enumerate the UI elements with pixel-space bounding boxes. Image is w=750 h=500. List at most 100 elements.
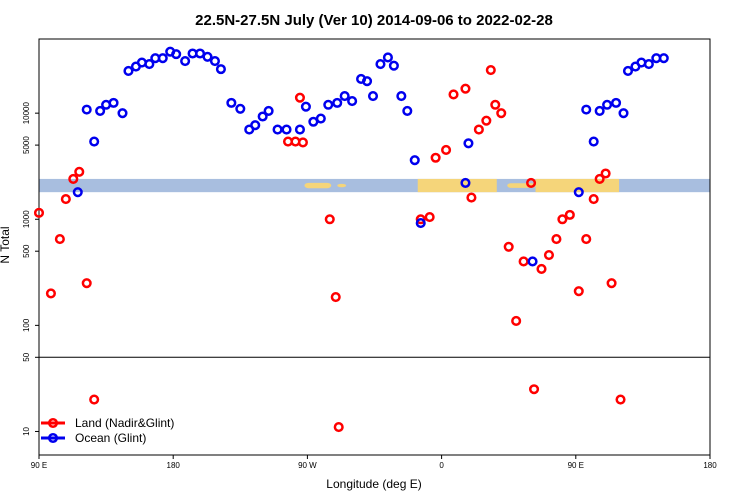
ocean-point [409, 155, 420, 166]
ocean-point [347, 96, 358, 107]
plot-border [38, 38, 711, 456]
ocean-point [602, 99, 613, 110]
land-point [60, 194, 71, 205]
ocean-point [81, 104, 92, 115]
ocean-point [95, 105, 106, 116]
ocean-point [460, 177, 471, 188]
land-point [526, 177, 537, 188]
x-tick-label: 180 [167, 461, 181, 470]
ocean-point [375, 59, 386, 70]
land-point [564, 209, 575, 220]
land-band-segment [337, 183, 347, 188]
x-tick-label: 90 E [31, 461, 47, 470]
legend-ocean-marker [47, 432, 59, 444]
plot-frame [38, 38, 711, 456]
chart-title: 22.5N-27.5N July (Ver 10) 2014-09-06 to … [195, 12, 553, 29]
ocean-point [588, 136, 599, 147]
ocean-point [294, 124, 305, 135]
land-point [441, 144, 452, 156]
x-tick-label: 0 [439, 461, 444, 470]
land-point [511, 315, 522, 327]
y-tick-label: 10 [22, 426, 31, 435]
y-tick-label: 10000 [22, 101, 31, 124]
ocean-point [117, 108, 128, 119]
land-band-segment [417, 178, 497, 193]
ocean-point [382, 52, 393, 63]
ocean-point [396, 90, 407, 102]
ocean-point [89, 136, 100, 147]
land-band-segment [304, 182, 332, 189]
land-point [424, 211, 435, 223]
land-point [543, 249, 555, 261]
legend-land-marker [47, 417, 59, 429]
land-point [496, 108, 507, 119]
x-axis-label: Longitude (deg E) [326, 477, 421, 491]
ocean-point [202, 51, 213, 62]
land-point [551, 234, 562, 245]
ocean-point [367, 90, 379, 102]
ocean-point [72, 187, 83, 198]
ocean-point [263, 105, 274, 116]
ocean-point [157, 53, 168, 64]
land-point [594, 173, 605, 184]
land-point [473, 124, 484, 135]
y-axis-label: N Total [0, 226, 12, 263]
land-band-segment [535, 178, 620, 193]
land-point [557, 214, 568, 225]
land-point [74, 166, 85, 177]
land-point [481, 115, 492, 126]
ocean-point [361, 76, 373, 87]
data-points [33, 46, 669, 433]
y-tick-label: 1000 [22, 210, 31, 228]
legend-land-label: Land (Nadir&Glint) [75, 416, 174, 430]
ocean-point [402, 105, 413, 116]
ocean-point [257, 111, 268, 122]
land-point [415, 214, 426, 225]
land-point [68, 173, 79, 184]
ocean-point [388, 60, 399, 71]
land-point [33, 207, 45, 218]
ocean-point [339, 90, 350, 102]
land-point [330, 291, 341, 303]
land-point [460, 83, 471, 94]
ocean-point [272, 124, 283, 135]
ocean-point [463, 138, 474, 149]
land-point [606, 278, 617, 289]
ocean-point [281, 124, 292, 135]
ocean-point [323, 99, 334, 110]
ocean-point [235, 103, 246, 114]
ocean-point [300, 101, 311, 112]
land-mask-band [39, 178, 710, 193]
ocean-point [226, 97, 237, 108]
ocean-point [215, 64, 226, 75]
ocean-point [180, 55, 191, 67]
ocean-point [527, 256, 538, 267]
land-point [528, 384, 540, 395]
land-point [466, 192, 477, 203]
ocean-point [622, 65, 634, 76]
ocean-point [643, 59, 654, 70]
x-tick-label: 90 W [298, 461, 317, 470]
ocean-point [332, 97, 343, 108]
ocean-point [108, 97, 119, 108]
land-point [294, 92, 305, 103]
x-tick-label: 90 E [568, 461, 584, 470]
ocean-point [250, 120, 261, 131]
land-point [89, 394, 100, 405]
land-point [573, 286, 584, 297]
ocean-point [573, 187, 584, 198]
x-tick-label: 180 [703, 461, 717, 470]
y-axis: 10 50 100 500 1000 5000 10000 [22, 101, 39, 436]
ocean-point [209, 55, 221, 67]
land-point [581, 234, 592, 245]
land-point [615, 394, 626, 405]
ocean-point [315, 113, 326, 124]
ocean-point [123, 65, 134, 76]
y-tick-label: 500 [22, 244, 31, 258]
land-point [297, 137, 308, 148]
land-point [600, 168, 611, 179]
ocean-point [611, 97, 622, 108]
ocean-point [594, 105, 605, 116]
land-point [54, 234, 65, 245]
legend-ocean-label: Ocean (Glint) [75, 431, 146, 445]
